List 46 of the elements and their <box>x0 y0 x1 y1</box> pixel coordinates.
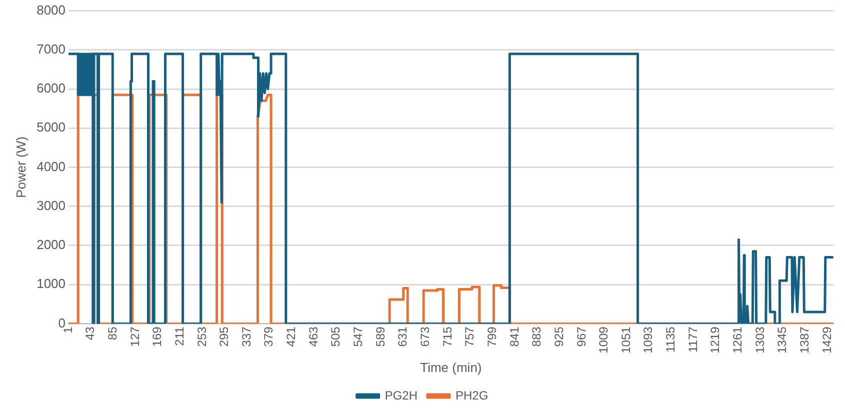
y-tick-label: 7000 <box>36 41 66 56</box>
x-tick-label: 589 <box>373 326 388 347</box>
x-axis-title: Time (min) <box>420 360 482 375</box>
y-tick-label: 2000 <box>36 237 66 252</box>
y-tick-label: 6000 <box>36 80 66 96</box>
x-tick-label: 799 <box>484 326 499 347</box>
x-tick-label: 127 <box>128 326 142 347</box>
x-tick-label: 1177 <box>686 326 700 353</box>
x-tick-label: 1051 <box>618 326 633 354</box>
x-tick-label: 967 <box>574 326 588 347</box>
x-tick-label: 1135 <box>664 326 678 353</box>
y-tick-label: 4000 <box>36 158 66 174</box>
legend-label: PG2H <box>384 388 418 402</box>
x-tick-label: 421 <box>284 326 298 347</box>
x-tick-label: 925 <box>552 326 566 347</box>
x-tick-label: 1345 <box>775 326 790 354</box>
x-tick-label: 673 <box>418 326 432 347</box>
x-tick-label: 1009 <box>596 326 611 354</box>
y-tick-label: 3000 <box>36 198 66 213</box>
x-tick-label: 1093 <box>641 326 656 354</box>
x-tick-label: 85 <box>105 326 120 340</box>
x-tick-label: 547 <box>351 326 366 347</box>
x-tick-label: 715 <box>440 326 454 347</box>
x-tick-label: 1261 <box>730 326 745 354</box>
x-tick-label: 883 <box>530 326 544 347</box>
x-tick-label: 337 <box>239 326 254 347</box>
x-tick-label: 1429 <box>820 326 834 354</box>
y-axis-title: Power (W) <box>13 136 28 198</box>
x-tick-label: 295 <box>217 326 232 347</box>
y-tick-label: 1000 <box>36 276 66 292</box>
x-tick-label: 1387 <box>798 326 812 354</box>
x-tick-label: 463 <box>306 326 320 347</box>
y-tick-label: 5000 <box>36 120 66 135</box>
x-tick-label: 631 <box>396 326 410 347</box>
x-tick-label: 757 <box>462 326 477 347</box>
x-tick-label: 253 <box>194 326 209 347</box>
y-tick-label: 8000 <box>36 2 66 18</box>
x-tick-label: 505 <box>328 326 343 347</box>
x-tick-label: 1219 <box>708 326 722 354</box>
legend-label: PH2G <box>456 388 488 402</box>
x-tick-label: 1303 <box>752 326 767 354</box>
x-tick-label: 211 <box>172 326 186 346</box>
x-tick-label: 43 <box>83 326 98 340</box>
x-tick-label: 169 <box>150 326 164 347</box>
x-tick-label: 841 <box>507 326 522 347</box>
x-tick-label: 379 <box>262 326 276 347</box>
